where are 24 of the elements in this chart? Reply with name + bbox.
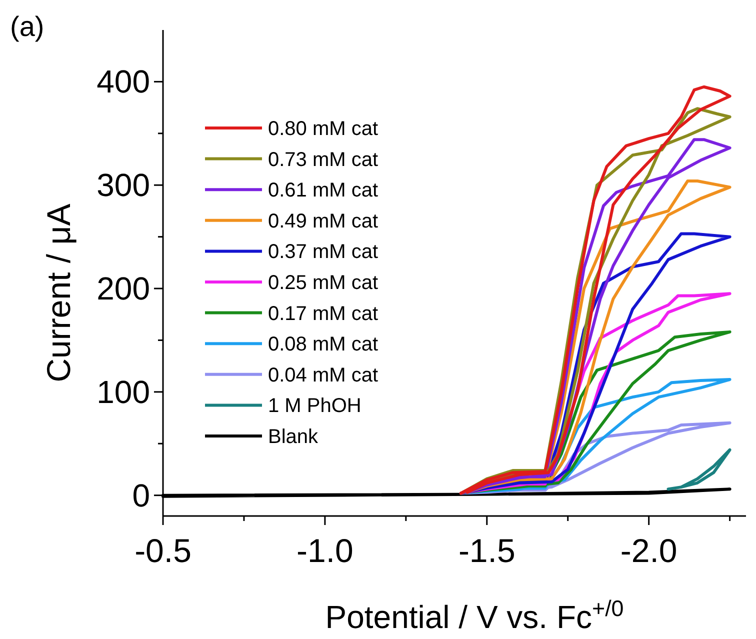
legend-label: 0.49 mM cat (268, 210, 378, 232)
y-tick-label: 400 (96, 64, 150, 100)
legend-label: 0.80 mM cat (268, 118, 378, 140)
legend-label: Blank (268, 426, 320, 448)
x-tick-label: -0.5 (134, 532, 192, 569)
legend-label: 0.04 mM cat (268, 364, 378, 386)
x-tick-label: -1.0 (296, 532, 354, 569)
y-tick-label: 0 (132, 477, 150, 514)
line-series (666, 448, 732, 491)
text: (a) (10, 11, 44, 42)
y-tick-label: 200 (96, 270, 150, 307)
legend-label: 0.25 mM cat (268, 272, 378, 294)
y-axis-title: Current / μA (40, 204, 77, 382)
x-axis-title: Potential / V vs. Fc$^{+/0}$ (325, 596, 624, 635)
legend-label: 0.17 mM cat (268, 302, 378, 325)
y-tick-label: 300 (96, 167, 150, 204)
legend-label: 0.08 mM cat (268, 334, 378, 356)
x-tick-label: -2.0 (620, 532, 678, 569)
x-tick-label: -1.5 (458, 532, 516, 569)
y-tick-label: 100 (96, 374, 150, 410)
legend-label: 1 M PhOH (268, 395, 362, 418)
legend-label: 0.37 mM cat (268, 241, 378, 264)
legend-label: 0.73 mM cat (268, 148, 378, 171)
legend-label: 0.61 mM cat (268, 180, 378, 202)
